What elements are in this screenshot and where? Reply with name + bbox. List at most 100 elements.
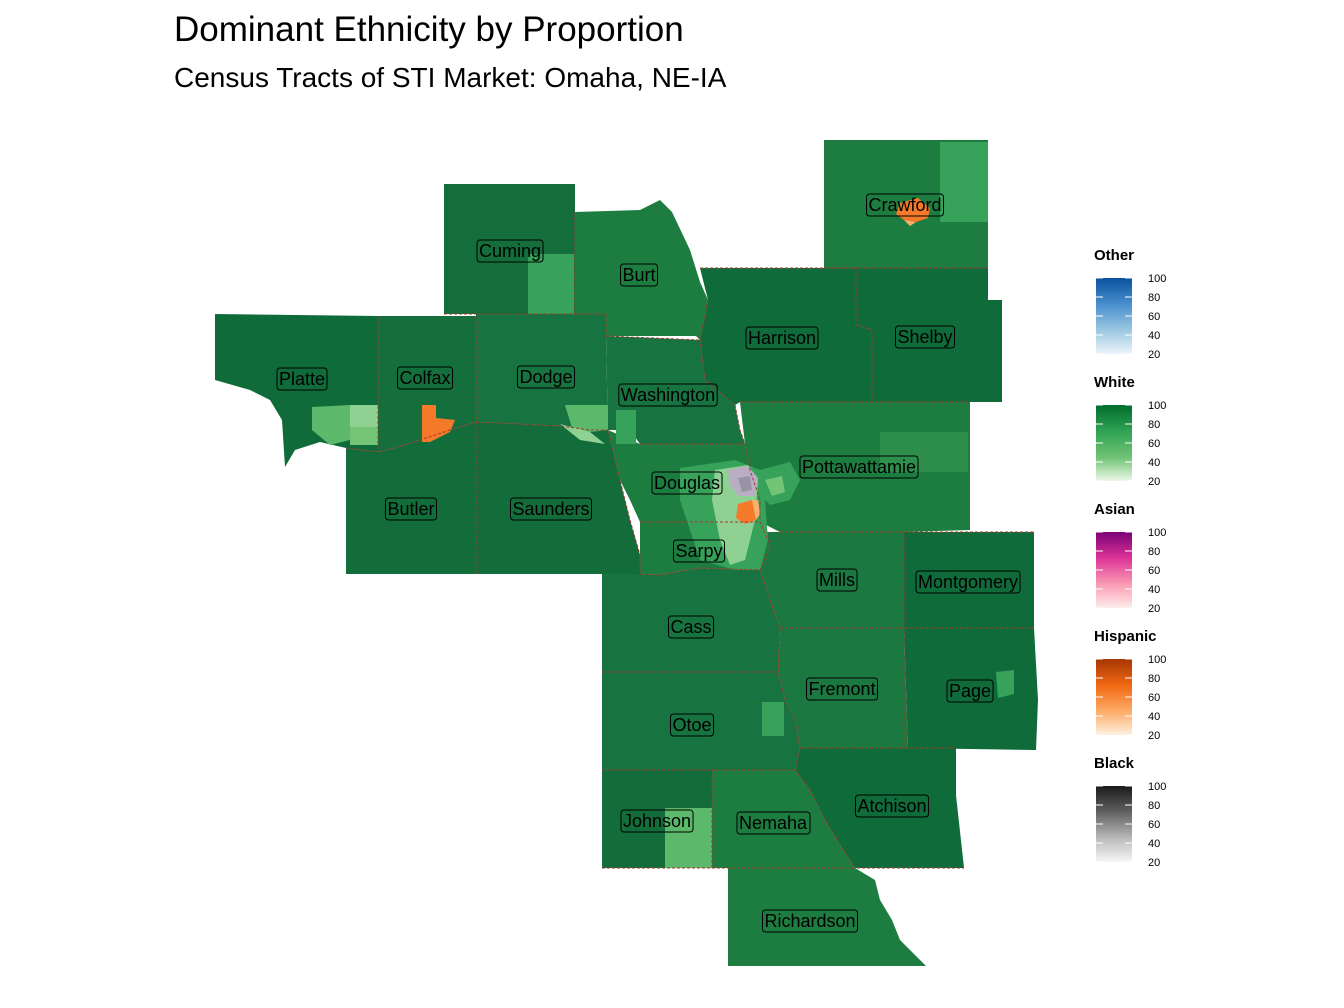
legend-tick-label: 80 (1148, 546, 1160, 558)
county-label-shelby: Shelby (894, 325, 956, 349)
county-label-text: Otoe (672, 715, 711, 735)
tract-platte-pale2 (350, 427, 378, 445)
county-label-saunders: Saunders (509, 497, 593, 521)
county-label-cuming: Cuming (476, 239, 544, 263)
county-label-box (516, 365, 576, 389)
county-label-text: Burt (622, 265, 655, 285)
county-label-text: Sarpy (675, 541, 722, 561)
county-borders (345, 212, 1034, 869)
county-label-box (476, 239, 544, 263)
county-label-johnson: Johnson (620, 809, 694, 833)
legend-tick-label: 100 (1148, 654, 1166, 666)
county-mills (760, 532, 904, 628)
legend-title: Other (1094, 247, 1134, 264)
county-label-text: Nemaha (739, 813, 808, 833)
legend-tick-label: 60 (1148, 311, 1160, 323)
county-label-text: Dodge (519, 367, 572, 387)
legend-tick-label: 40 (1148, 838, 1160, 850)
county-label-burt: Burt (619, 263, 659, 287)
tract-dodge-light (565, 405, 608, 432)
legend-white: White 100 80 60 40 20 (1094, 374, 1166, 488)
county-label-harrison: Harrison (745, 326, 819, 350)
county-montgomery (904, 532, 1034, 628)
county-label-mills: Mills (816, 568, 858, 592)
county-label-box (745, 326, 819, 350)
county-label-cass: Cass (667, 615, 715, 639)
county-label-butler: Butler (384, 497, 438, 521)
county-label-nemaha: Nemaha (736, 811, 811, 835)
county-label-text: Mills (819, 570, 855, 590)
tract-councilbluffs-pale (765, 476, 785, 496)
county-label-washington: Washington (618, 383, 718, 407)
tract-colfax-hispanic (422, 405, 455, 442)
county-label-text: Atchison (857, 796, 926, 816)
county-atchison (795, 748, 964, 868)
county-label-platte: Platte (276, 367, 328, 391)
legend-tick-label: 100 (1148, 400, 1166, 412)
county-label-box (805, 677, 879, 701)
county-label-page: Page (946, 679, 994, 703)
county-shelby (856, 268, 1002, 402)
legend-other: Other 100 80 60 40 20 (1094, 247, 1166, 361)
legend-tick-label: 20 (1148, 603, 1160, 615)
county-label-sarpy: Sarpy (672, 539, 726, 563)
legend-tick-label: 60 (1148, 565, 1160, 577)
legend-title: Hispanic (1094, 628, 1157, 645)
county-label-box (651, 471, 723, 495)
county-label-text: Fremont (808, 679, 875, 699)
legend-tick-label: 20 (1148, 349, 1160, 361)
county-label-box (384, 497, 438, 521)
county-label-box (894, 325, 956, 349)
tract-page-light (996, 670, 1014, 698)
legend-hispanic: Hispanic 100 80 60 40 20 (1094, 628, 1166, 742)
county-label-text: Colfax (399, 368, 450, 388)
county-layer (215, 140, 1038, 966)
tract-omaha-hispanic (736, 500, 756, 524)
legend-title: Asian (1094, 501, 1135, 518)
county-label-crawford: Crawford (865, 193, 945, 217)
county-label-box (509, 497, 593, 521)
tract-otoe-light (762, 702, 784, 736)
county-label-colfax: Colfax (396, 366, 454, 390)
county-label-box (761, 909, 859, 933)
legend-tick-label: 40 (1148, 330, 1160, 342)
county-label-box (865, 193, 945, 217)
county-label-box (667, 615, 715, 639)
county-label-box (669, 713, 715, 737)
county-label-text: Page (949, 681, 991, 701)
county-label-text: Platte (279, 369, 325, 389)
county-label-atchison: Atchison (854, 794, 930, 818)
legend-tick-label: 20 (1148, 857, 1160, 869)
county-nemaha (712, 770, 855, 868)
legend-title: Black (1094, 755, 1135, 772)
county-label-text: Washington (621, 385, 715, 405)
legend-tick-label: 60 (1148, 692, 1160, 704)
legend-tick-label: 80 (1148, 419, 1160, 431)
tract-cuming-light (528, 254, 574, 314)
legend-tick-label: 80 (1148, 292, 1160, 304)
legend-title: White (1094, 374, 1135, 391)
legend-layer: Other 100 80 60 40 20 White 100 80 60 40 20 Asian 100… (1094, 247, 1166, 869)
county-label-text: Harrison (748, 328, 816, 348)
legend-asian: Asian 100 80 60 40 20 (1094, 501, 1166, 615)
legend-tick-label: 60 (1148, 819, 1160, 831)
map-subtitle: Census Tracts of STI Market: Omaha, NE-I… (174, 62, 727, 93)
county-label-box (816, 568, 858, 592)
county-label-montgomery: Montgomery (915, 570, 1021, 594)
tract-pott-light (880, 432, 968, 472)
county-label-box (946, 679, 994, 703)
tract-omaha-hispanic2 (752, 500, 760, 520)
county-label-box (799, 455, 919, 479)
county-label-layer: Cuming Burt Crawford Platte Colfax Dodge Washi… (276, 193, 1021, 933)
county-page (904, 628, 1038, 750)
map-title: Dominant Ethnicity by Proportion (174, 10, 684, 49)
county-washington (606, 336, 745, 444)
legend-black: Black 100 80 60 40 20 (1094, 755, 1166, 869)
county-label-pottawattamie: Pottawattamie (799, 455, 919, 479)
legend-tick-label: 80 (1148, 673, 1160, 685)
tract-platte-pale (312, 405, 350, 445)
legend-tick-label: 60 (1148, 438, 1160, 450)
county-otoe (602, 672, 800, 770)
county-label-box (618, 383, 718, 407)
county-richardson (728, 868, 926, 966)
